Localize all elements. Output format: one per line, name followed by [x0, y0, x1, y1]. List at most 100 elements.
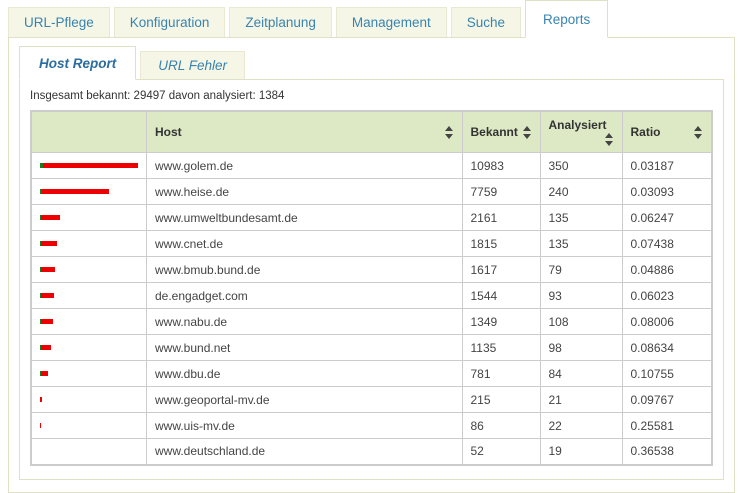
bar-cell: [30, 152, 147, 179]
bar-cell: [30, 412, 147, 439]
table-row: www.heise.de 7759 240 0.03093: [30, 178, 713, 205]
reports-panel: Host Report URL Fehler Insgesamt bekannt…: [8, 38, 735, 493]
analysiert-cell: 93: [539, 282, 623, 309]
bekannt-bar: [40, 397, 42, 402]
bekannt-bar: [41, 267, 55, 272]
tab-reports[interactable]: Reports: [525, 0, 609, 38]
analysiert-cell: 79: [539, 256, 623, 283]
host-bar-chart: [40, 345, 138, 350]
host-cell: www.nabu.de: [146, 308, 463, 335]
analysiert-cell: 135: [539, 204, 623, 231]
column-header-host[interactable]: Host: [146, 110, 463, 153]
host-bar-chart: [40, 319, 138, 324]
table-row: www.bmub.bund.de 1617 79 0.04886: [30, 256, 713, 283]
host-bar-chart: [40, 293, 138, 298]
table-row: www.nabu.de 1349 108 0.08006: [30, 308, 713, 335]
column-header-ratio[interactable]: Ratio: [621, 110, 713, 153]
bekannt-cell: 10983: [461, 152, 541, 179]
host-cell: www.deutschland.de: [146, 438, 463, 465]
bekannt-bar: [42, 189, 109, 194]
analysiert-bar: [40, 163, 43, 168]
analysiert-bar: [40, 215, 41, 220]
table-row: www.uis-mv.de 86 22 0.25581: [30, 412, 713, 439]
analysiert-bar: [40, 189, 42, 194]
bekannt-cell: 1544: [461, 282, 541, 309]
tab-konfiguration[interactable]: Konfiguration: [113, 7, 226, 37]
analysiert-cell: 21: [539, 386, 623, 413]
ratio-cell: 0.07438: [621, 230, 713, 257]
bekannt-cell: 781: [461, 360, 541, 387]
ratio-cell: 0.10755: [621, 360, 713, 387]
host-bar-chart: [40, 371, 138, 376]
host-report-panel: Insgesamt bekannt: 29497 davon analysier…: [19, 80, 724, 480]
host-cell: www.umweltbundesamt.de: [146, 204, 463, 231]
analysiert-bar: [40, 293, 41, 298]
tab-suche[interactable]: Suche: [450, 7, 521, 37]
analysiert-cell: 22: [539, 412, 623, 439]
table-row: www.cnet.de 1815 135 0.07438: [30, 230, 713, 257]
table-row: www.geoportal-mv.de 215 21 0.09767: [30, 386, 713, 413]
bekannt-cell: 1617: [461, 256, 541, 283]
column-header-ratio-label: Ratio: [630, 125, 661, 139]
column-header-host-label: Host: [155, 125, 182, 139]
analysiert-bar: [40, 267, 41, 272]
analysiert-cell: 98: [539, 334, 623, 361]
bekannt-cell: 1135: [461, 334, 541, 361]
analysiert-cell: 84: [539, 360, 623, 387]
host-cell: de.engadget.com: [146, 282, 463, 309]
table-row: www.dbu.de 781 84 0.10755: [30, 360, 713, 387]
column-header-bekannt-label: Bekannt: [470, 125, 518, 139]
tab-url-fehler[interactable]: URL Fehler: [140, 51, 246, 79]
sort-icon[interactable]: [444, 126, 454, 139]
table-row: www.umweltbundesamt.de 2161 135 0.06247: [30, 204, 713, 231]
analysiert-bar: [40, 319, 41, 324]
report-subtabbar: Host Report URL Fehler: [19, 46, 724, 80]
bekannt-bar: [43, 163, 138, 168]
host-bar-chart: [40, 397, 138, 402]
analysiert-cell: 350: [539, 152, 623, 179]
table-row: de.engadget.com 1544 93 0.06023: [30, 282, 713, 309]
host-cell: www.heise.de: [146, 178, 463, 205]
bar-cell: [30, 438, 147, 465]
ratio-cell: 0.08006: [621, 308, 713, 335]
bekannt-bar: [41, 241, 57, 246]
bar-cell: [30, 282, 147, 309]
table-header-row: Host Bekannt Analysiert Ratio: [30, 110, 713, 153]
tab-management[interactable]: Management: [335, 7, 447, 37]
tab-url-pflege[interactable]: URL-Pflege: [8, 7, 110, 37]
column-header-analysiert-label: Analysiert: [548, 118, 607, 132]
host-bar-chart: [40, 189, 138, 194]
bar-cell: [30, 386, 147, 413]
host-cell: www.dbu.de: [146, 360, 463, 387]
host-bar-chart: [40, 449, 138, 454]
bekannt-bar: [41, 293, 54, 298]
ratio-cell: 0.25581: [621, 412, 713, 439]
sort-icon[interactable]: [604, 133, 614, 146]
table-row: www.bund.net 1135 98 0.08634: [30, 334, 713, 361]
host-cell: www.geoportal-mv.de: [146, 386, 463, 413]
sort-icon[interactable]: [694, 126, 703, 139]
tab-host-report[interactable]: Host Report: [19, 46, 137, 80]
bar-cell: [30, 256, 147, 283]
analysiert-cell: 135: [539, 230, 623, 257]
host-cell: www.golem.de: [146, 152, 463, 179]
bekannt-cell: 1815: [461, 230, 541, 257]
analysiert-cell: 108: [539, 308, 623, 335]
bekannt-bar: [41, 371, 48, 376]
tab-zeitplanung[interactable]: Zeitplanung: [229, 7, 332, 37]
bar-cell: [30, 360, 147, 387]
bar-cell: [30, 178, 147, 205]
sort-icon[interactable]: [522, 126, 532, 139]
bekannt-cell: 7759: [461, 178, 541, 205]
bekannt-cell: 1349: [461, 308, 541, 335]
host-bar-chart: [40, 215, 138, 220]
bekannt-cell: 215: [461, 386, 541, 413]
bekannt-bar: [41, 319, 53, 324]
analysiert-bar: [40, 345, 41, 350]
ratio-cell: 0.03093: [621, 178, 713, 205]
summary-text: Insgesamt bekannt: 29497 davon analysier…: [30, 90, 285, 102]
column-header-analysiert[interactable]: Analysiert: [539, 110, 623, 153]
column-header-bekannt[interactable]: Bekannt: [461, 110, 541, 153]
bekannt-cell: 52: [461, 438, 541, 465]
analysiert-bar: [40, 241, 41, 246]
